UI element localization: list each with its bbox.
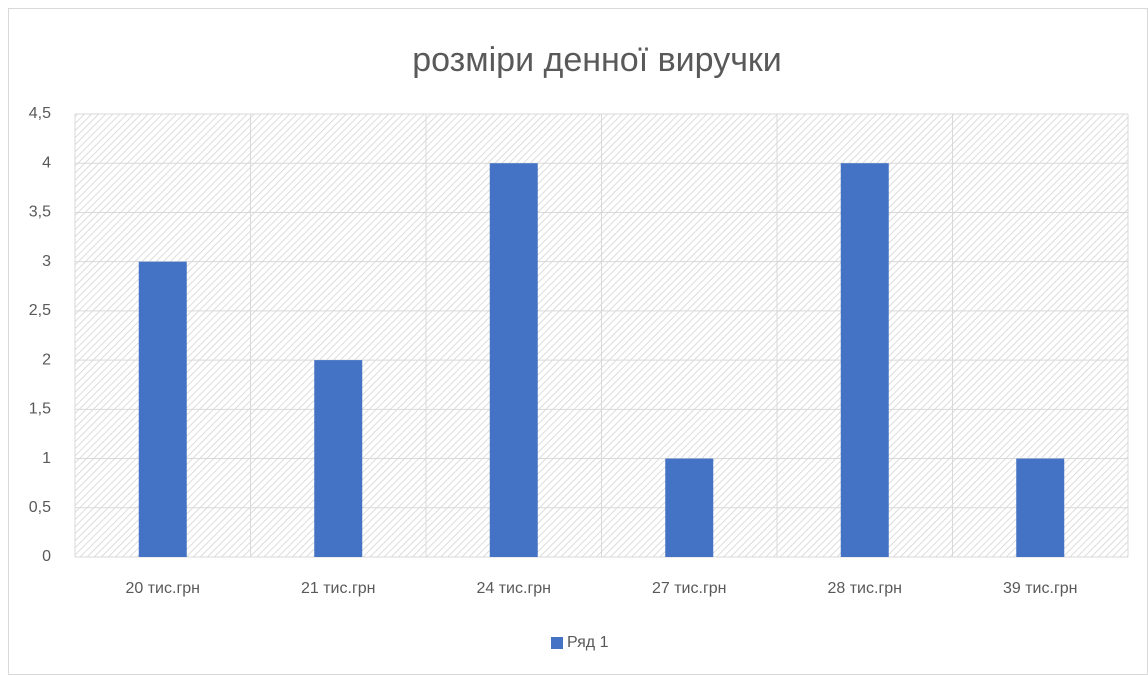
y-tick-label: 2,5 [29,302,51,319]
y-tick-label: 4,5 [29,105,51,122]
y-tick-label: 0 [42,548,51,565]
chart-title: розміри денної виручки [412,41,782,79]
y-tick-label: 0,5 [29,499,51,516]
y-tick-label: 2 [42,351,51,368]
y-tick-label: 1,5 [29,401,51,418]
legend-label: Ряд 1 [567,634,609,651]
legend-swatch [551,637,563,649]
x-tick-label: 28 тис.грн [827,580,902,597]
y-tick-label: 3 [42,253,51,270]
x-tick-label: 27 тис.грн [652,580,727,597]
bar [314,360,363,557]
bar [840,163,889,557]
x-tick-label: 20 тис.грн [125,580,200,597]
bar [665,458,714,557]
x-tick-label: 39 тис.грн [1003,580,1078,597]
bar [1016,458,1065,557]
x-tick-label: 21 тис.грн [301,580,376,597]
bar [138,261,187,557]
y-tick-label: 3,5 [29,204,51,221]
y-tick-label: 1 [42,450,51,467]
y-tick-label: 4 [42,154,51,171]
bar [489,163,538,557]
x-tick-label: 24 тис.грн [476,580,551,597]
